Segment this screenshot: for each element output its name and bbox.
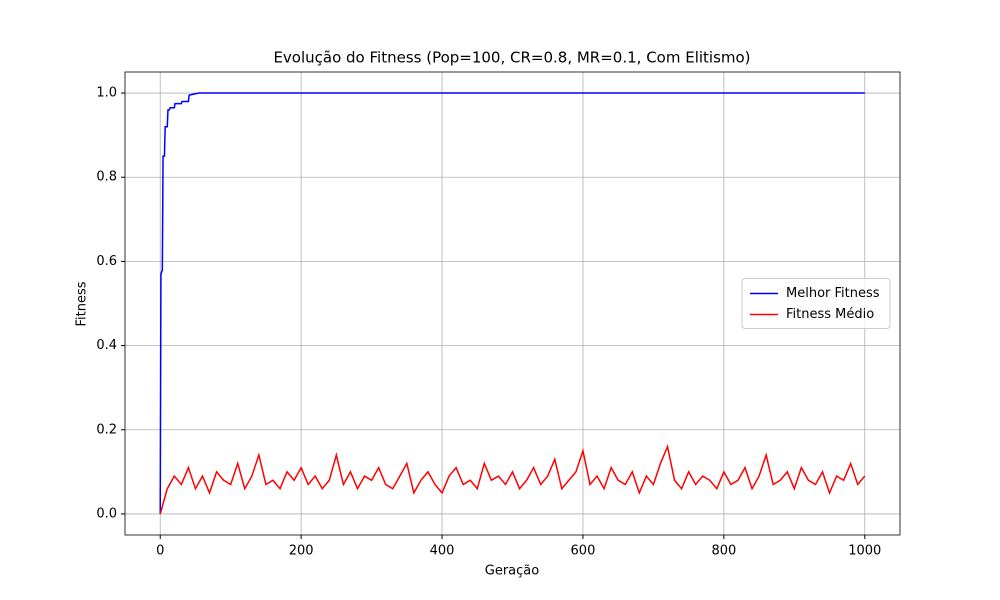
x-tick-label: 400 [430, 544, 455, 559]
x-tick-label: 1000 [848, 544, 881, 559]
legend-box [741, 278, 891, 329]
plot-frame [124, 71, 901, 536]
y-axis-label: Fitness [75, 281, 90, 326]
y-tick-label: 0.2 [96, 422, 117, 437]
x-tick-label: 0 [156, 544, 164, 559]
y-tick-label: 0.8 [96, 170, 117, 185]
x-tick-label: 200 [289, 544, 314, 559]
y-tick-label: 0.0 [96, 506, 117, 521]
legend-label: Melhor Fitness [786, 286, 880, 301]
x-tick-label: 800 [711, 544, 736, 559]
legend-label: Fitness Médio [786, 307, 874, 322]
x-tick-label: 600 [571, 544, 596, 559]
y-tick-label: 0.6 [96, 254, 117, 269]
y-tick-label: 0.4 [96, 338, 117, 353]
chart-title: Evolução do Fitness (Pop=100, CR=0.8, MR… [273, 49, 750, 67]
data-line [159, 92, 865, 514]
x-axis-label: Geração [485, 564, 539, 579]
data-line [159, 444, 866, 515]
y-tick-label: 1.0 [96, 86, 117, 101]
